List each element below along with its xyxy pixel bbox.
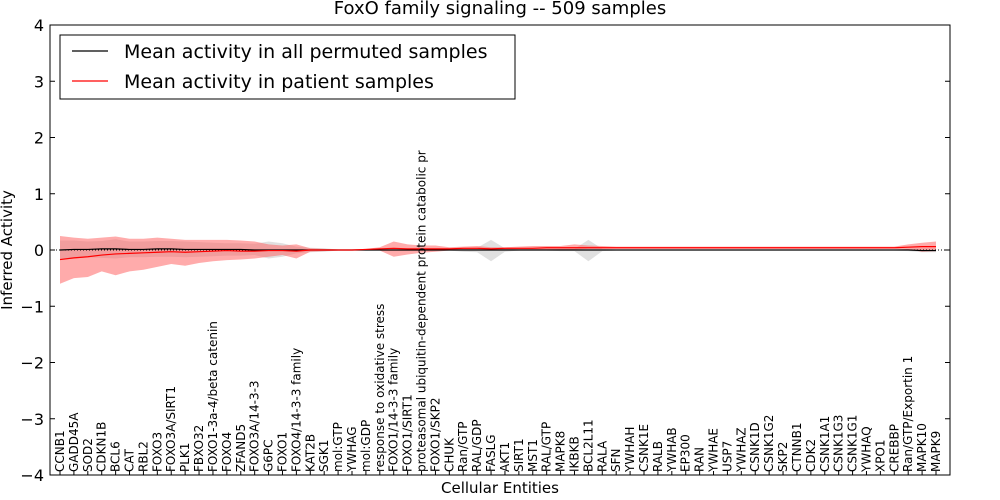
x-tick-label: YWHAH	[623, 427, 637, 473]
x-tick-label: CSNK1G3	[832, 415, 846, 472]
x-tick-label: ZFAND5	[234, 424, 248, 472]
x-tick-label: FOXO1-3a-4/beta catenin	[206, 321, 220, 472]
x-tick-label: Ran/GTP	[456, 421, 470, 472]
x-tick-label: GADD45A	[67, 412, 81, 472]
y-tick-label: 4	[34, 16, 44, 35]
x-tick-label: YWHAQ	[859, 426, 873, 473]
legend-label-2: Mean activity in patient samples	[124, 71, 434, 93]
x-tick-label: YWHAG	[345, 426, 359, 473]
x-tick-label: SOD2	[81, 438, 95, 472]
x-tick-label: RAN	[693, 447, 707, 472]
x-tick-label: SGK1	[317, 440, 331, 472]
chart-title: FoxO family signaling -- 509 samples	[334, 0, 666, 19]
x-tick-label: BCL2L11	[581, 419, 595, 472]
x-tick-label: FOXO1	[275, 432, 289, 472]
y-tick-label: −2	[20, 354, 44, 373]
y-tick-label: 3	[34, 72, 44, 91]
x-tick-label: FASLG	[484, 434, 498, 472]
x-tick-label: MST1	[526, 439, 540, 472]
y-tick-label: −3	[20, 410, 44, 429]
x-tick-label: MAPK8	[554, 431, 568, 472]
series-line-2	[59, 246, 936, 261]
x-tick-label: MAPK9	[929, 431, 943, 472]
x-tick-label: CHUK	[442, 437, 456, 472]
x-tick-label: YWHAB	[665, 427, 679, 473]
x-tick-label: RAL/GTP	[540, 422, 554, 472]
x-tick-label: AKT1	[498, 442, 512, 472]
x-tick-label: FOXO4/14-3-3 family	[289, 348, 303, 472]
x-tick-label: proteasomal ubiquitin-dependent protein …	[415, 150, 429, 472]
x-tick-label: RALA	[595, 440, 609, 472]
x-tick-label: XPO1	[873, 439, 887, 472]
y-tick-label: 1	[34, 185, 44, 204]
x-tick-label: FOXO1/SIRT1	[401, 394, 415, 472]
x-tick-label: KAT2B	[303, 434, 317, 472]
y-axis-label: Inferred Activity	[0, 190, 16, 310]
legend-label-1: Mean activity in all permuted samples	[124, 41, 487, 63]
y-tick-label: −4	[20, 466, 44, 485]
x-tick-label: FBXO32	[192, 425, 206, 472]
x-tick-label: SIRT1	[512, 438, 526, 472]
x-tick-label: YWHAZ	[734, 427, 748, 473]
x-tick-label: CAT	[123, 448, 137, 472]
x-tick-label: RAL/GDP	[470, 419, 484, 472]
legend: Mean activity in all permuted samples Mea…	[59, 34, 516, 100]
x-tick-label: YWHAE	[707, 428, 721, 473]
x-tick-label: BCL6	[109, 441, 123, 472]
x-tick-label: EP300	[679, 434, 693, 472]
x-tick-label: CREBBP	[887, 424, 901, 472]
x-tick-label: IKBKB	[567, 436, 581, 472]
x-tick-label: FOXO3A/SIRT1	[164, 386, 178, 472]
x-tick-label: CSNK1D	[748, 422, 762, 472]
x-tick-label: CDKN1B	[95, 422, 109, 472]
y-tick-label: 2	[34, 129, 44, 148]
series-line-1	[59, 248, 936, 252]
x-tick-label: mol:GTP	[331, 422, 345, 472]
x-axis-label: Cellular Entities	[441, 479, 559, 497]
x-tick-label: response to oxidative stress	[373, 304, 387, 472]
x-tick-label: G6PC	[262, 439, 276, 472]
x-tick-label: CTNNB1	[790, 422, 804, 472]
x-tick-label: SKP2	[776, 442, 790, 472]
x-tick-label: Ran/GTP/Exportin 1	[901, 356, 915, 472]
x-tick-label: MAPK10	[915, 423, 929, 472]
x-tick-label: RALB	[651, 441, 665, 472]
x-tick-label: CSNK1G2	[762, 415, 776, 472]
x-tick-label: CCNB1	[53, 430, 67, 472]
x-tick-label: FOXO4	[220, 432, 234, 472]
x-tick-label: FOXO3	[150, 432, 164, 472]
x-tick-label: RBL2	[136, 441, 150, 472]
y-tick-label: 0	[34, 241, 44, 260]
x-tick-label: USP7	[720, 441, 734, 472]
x-tick-label: mol:GDP	[359, 420, 373, 472]
x-tick-label: FOXO3A/14-3-3	[248, 380, 262, 472]
x-tick-label: SFN	[609, 449, 623, 473]
x-tick-label: CSNK1A1	[818, 416, 832, 472]
x-tick-label: CSNK1G1	[846, 415, 860, 472]
x-tick-label: FOXO1/SKP2	[428, 397, 442, 472]
x-tick-label: CSNK1E	[637, 424, 651, 472]
legend-box	[59, 34, 516, 100]
x-tick-label: FOXO1/14-3-3 family	[387, 348, 401, 472]
x-tick-label: PLK1	[178, 443, 192, 472]
y-tick-label: −1	[20, 297, 44, 316]
x-tick-label: CDK2	[804, 439, 818, 472]
series-band-2	[60, 235, 936, 284]
